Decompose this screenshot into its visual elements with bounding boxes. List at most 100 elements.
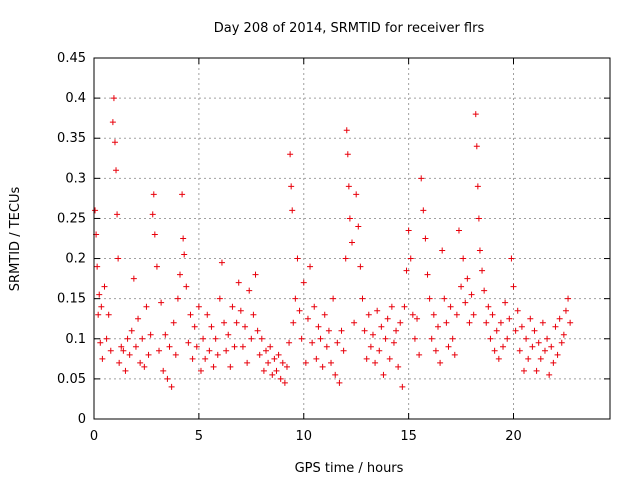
data-point: [533, 367, 540, 374]
data-point: [256, 351, 263, 358]
data-point: [115, 255, 122, 262]
data-point: [164, 375, 171, 382]
data-point: [514, 307, 521, 314]
data-point: [281, 379, 288, 386]
data-point: [195, 303, 202, 310]
data-point: [162, 331, 169, 338]
data-point: [225, 331, 232, 338]
data-point: [206, 347, 213, 354]
data-point: [445, 343, 452, 350]
data-point: [109, 119, 116, 126]
data-point: [92, 207, 99, 214]
data-point: [453, 311, 460, 318]
data-point: [393, 327, 400, 334]
data-point: [345, 183, 352, 190]
y-tick-label: 0.45: [57, 51, 86, 66]
data-point: [342, 255, 349, 262]
data-point: [242, 323, 249, 330]
data-point: [455, 227, 462, 234]
data-point: [390, 339, 397, 346]
x-tick-label: 5: [195, 429, 203, 444]
data-point: [99, 355, 106, 362]
data-point: [544, 335, 551, 342]
data-point: [265, 359, 272, 366]
data-point: [361, 327, 368, 334]
data-point: [343, 127, 350, 134]
data-point: [470, 311, 477, 318]
data-point: [135, 315, 142, 322]
data-point: [319, 363, 326, 370]
chart-title: Day 208 of 2014, SRMTID for receiver flr…: [214, 21, 485, 36]
y-tick-label: 0.25: [57, 211, 86, 226]
data-point: [94, 263, 101, 270]
data-point: [476, 247, 483, 254]
data-point: [567, 319, 574, 326]
data-point: [451, 351, 458, 358]
data-point: [177, 271, 183, 278]
data-point: [292, 295, 299, 302]
data-point: [472, 111, 479, 118]
data-point: [344, 151, 351, 158]
data-point: [510, 283, 517, 290]
data-point: [539, 319, 546, 326]
data-point: [111, 139, 118, 146]
data-point: [376, 347, 383, 354]
y-tick-label: 0.2: [65, 252, 86, 267]
data-point: [132, 343, 139, 350]
data-point: [395, 363, 402, 370]
data-point: [401, 303, 408, 310]
data-point: [260, 367, 267, 374]
data-point: [462, 299, 469, 306]
data-point: [183, 283, 190, 290]
data-point: [332, 371, 339, 378]
data-point: [386, 355, 393, 362]
data-point: [374, 307, 381, 314]
data-point: [443, 319, 450, 326]
data-point: [529, 343, 536, 350]
data-point: [166, 343, 173, 350]
data-point: [399, 383, 406, 390]
data-point: [560, 331, 567, 338]
data-point: [309, 339, 316, 346]
data-point: [180, 235, 187, 242]
data-point: [558, 339, 565, 346]
data-point: [189, 355, 196, 362]
data-point: [254, 327, 261, 334]
data-point: [428, 335, 435, 342]
y-tick-label: 0.1: [65, 332, 86, 347]
data-point: [239, 343, 246, 350]
data-point: [449, 335, 456, 342]
data-point: [130, 275, 137, 282]
data-point: [321, 311, 328, 318]
data-point: [244, 359, 251, 366]
data-point: [263, 347, 269, 354]
data-point: [435, 323, 441, 330]
data-point: [493, 327, 500, 334]
data-point: [147, 331, 154, 338]
data-point: [405, 227, 412, 234]
data-point: [504, 335, 511, 342]
data-point: [110, 95, 117, 102]
data-point: [439, 247, 446, 254]
data-point: [487, 335, 494, 342]
data-point: [506, 315, 513, 322]
data-point: [313, 355, 320, 362]
data-point: [97, 339, 104, 346]
data-point: [414, 315, 421, 322]
y-tick-label: 0.35: [57, 131, 86, 146]
data-point: [475, 215, 482, 222]
data-point: [311, 303, 318, 310]
data-point: [235, 279, 242, 286]
data-point: [491, 347, 498, 354]
data-point: [437, 359, 444, 366]
data-point: [468, 291, 475, 298]
data-point: [158, 299, 165, 306]
data-point: [409, 311, 416, 318]
data-point: [101, 283, 108, 290]
data-point: [330, 295, 337, 302]
data-point: [325, 327, 332, 334]
data-point: [562, 307, 569, 314]
data-point: [537, 355, 544, 362]
data-point: [149, 211, 156, 218]
